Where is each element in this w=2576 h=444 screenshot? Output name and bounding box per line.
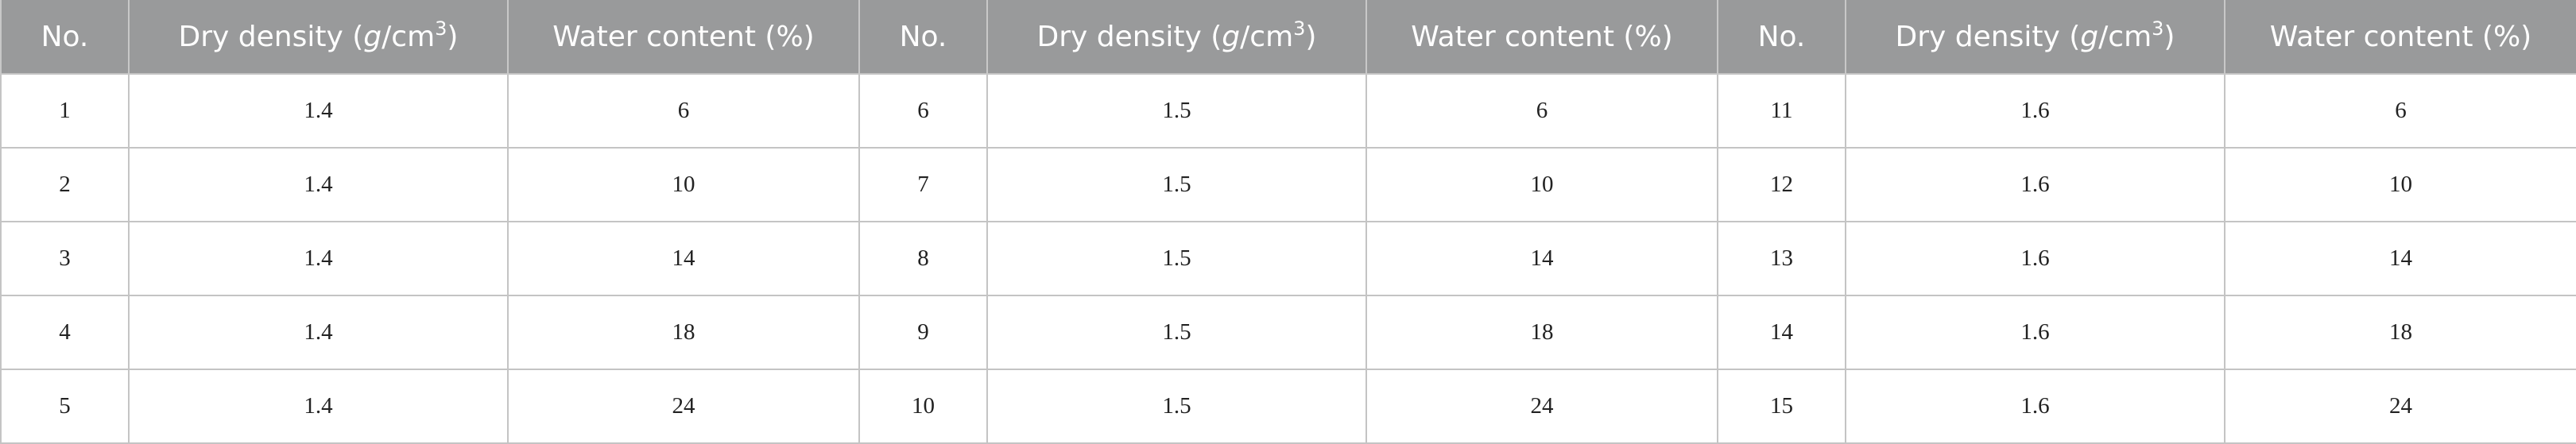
header-cell: Water content (%) bbox=[507, 0, 860, 74]
table-cell: 10 bbox=[2224, 147, 2576, 222]
header-unit-italic: g bbox=[363, 20, 382, 53]
header-unit: /cm bbox=[1240, 20, 1294, 53]
table-row: 1 1.4 6 6 1.5 6 11 1.6 6 bbox=[0, 73, 2576, 149]
table-cell: 14 bbox=[2224, 221, 2576, 296]
table-cell: 11 bbox=[1717, 73, 1846, 149]
table-cell: 1.5 bbox=[986, 73, 1367, 149]
header-superscript: 3 bbox=[435, 17, 447, 40]
table-cell: 1.5 bbox=[986, 295, 1367, 370]
table-cell: 2 bbox=[0, 147, 130, 222]
table-body: 1 1.4 6 6 1.5 6 11 1.6 6 2 1.4 10 7 1.5 10 12 1.6 10 3 1.4 1… bbox=[0, 73, 2576, 444]
table-cell: 12 bbox=[1717, 147, 1846, 222]
header-unit-italic: g bbox=[1222, 20, 1241, 53]
table-row: 2 1.4 10 7 1.5 10 12 1.6 10 bbox=[0, 147, 2576, 222]
table-cell: 1.5 bbox=[986, 221, 1367, 296]
header-cell: Water content (%) bbox=[2224, 0, 2576, 74]
table-cell: 1.4 bbox=[128, 295, 509, 370]
header-unit: /cm bbox=[2098, 20, 2152, 53]
table-cell: 10 bbox=[1365, 147, 1718, 222]
table-cell: 18 bbox=[1365, 295, 1718, 370]
table-cell: 1.5 bbox=[986, 147, 1367, 222]
table-cell: 24 bbox=[2224, 369, 2576, 444]
table-cell: 18 bbox=[2224, 295, 2576, 370]
header-cell: Dry density (g/cm3) bbox=[1845, 0, 2225, 74]
table-cell: 10 bbox=[507, 147, 860, 222]
table-cell: 8 bbox=[858, 221, 988, 296]
table-cell: 1.6 bbox=[1845, 369, 2225, 444]
table-cell: 15 bbox=[1717, 369, 1846, 444]
table-cell: 7 bbox=[858, 147, 988, 222]
header-text: ) bbox=[2163, 20, 2175, 53]
table-cell: 6 bbox=[858, 73, 988, 149]
table-cell: 3 bbox=[0, 221, 130, 296]
header-cell: Dry density (g/cm3) bbox=[128, 0, 509, 74]
table-row: 3 1.4 14 8 1.5 14 13 1.6 14 bbox=[0, 221, 2576, 296]
table-cell: 6 bbox=[1365, 73, 1718, 149]
header-text: ) bbox=[1305, 20, 1317, 53]
table-cell: 1 bbox=[0, 73, 130, 149]
header-text: ) bbox=[447, 20, 459, 53]
header-unit-italic: g bbox=[2080, 20, 2099, 53]
header-superscript: 3 bbox=[2152, 17, 2164, 40]
header-row: No. Dry density (g/cm3) Water content (%) N… bbox=[0, 0, 2576, 74]
table-cell: 1.4 bbox=[128, 221, 509, 296]
header-unit: /cm bbox=[382, 20, 436, 53]
table-cell: 4 bbox=[0, 295, 130, 370]
table-cell: 14 bbox=[1717, 295, 1846, 370]
table-cell: 14 bbox=[1365, 221, 1718, 296]
header-cell: No. bbox=[0, 0, 130, 74]
header-cell: No. bbox=[1717, 0, 1846, 74]
header-superscript: 3 bbox=[1293, 17, 1306, 40]
header-text: Dry density ( bbox=[1895, 20, 2081, 53]
table-cell: 1.6 bbox=[1845, 73, 2225, 149]
table-cell: 6 bbox=[507, 73, 860, 149]
table-cell: 6 bbox=[2224, 73, 2576, 149]
table-cell: 10 bbox=[858, 369, 988, 444]
table-cell: 5 bbox=[0, 369, 130, 444]
table-cell: 1.4 bbox=[128, 369, 509, 444]
table-cell: 18 bbox=[507, 295, 860, 370]
table-cell: 24 bbox=[507, 369, 860, 444]
table-cell: 13 bbox=[1717, 221, 1846, 296]
table-cell: 1.6 bbox=[1845, 295, 2225, 370]
table-cell: 9 bbox=[858, 295, 988, 370]
header-text: Dry density ( bbox=[1036, 20, 1222, 53]
table-cell: 1.4 bbox=[128, 73, 509, 149]
table-cell: 24 bbox=[1365, 369, 1718, 444]
header-cell: Dry density (g/cm3) bbox=[986, 0, 1367, 74]
table-row: 5 1.4 24 10 1.5 24 15 1.6 24 bbox=[0, 369, 2576, 444]
table-cell: 1.5 bbox=[986, 369, 1367, 444]
table-cell: 14 bbox=[507, 221, 860, 296]
table-cell: 1.6 bbox=[1845, 221, 2225, 296]
table-row: 4 1.4 18 9 1.5 18 14 1.6 18 bbox=[0, 295, 2576, 370]
table-cell: 1.4 bbox=[128, 147, 509, 222]
table-cell: 1.6 bbox=[1845, 147, 2225, 222]
header-cell: Water content (%) bbox=[1365, 0, 1718, 74]
header-text: Dry density ( bbox=[178, 20, 364, 53]
header-cell: No. bbox=[858, 0, 988, 74]
